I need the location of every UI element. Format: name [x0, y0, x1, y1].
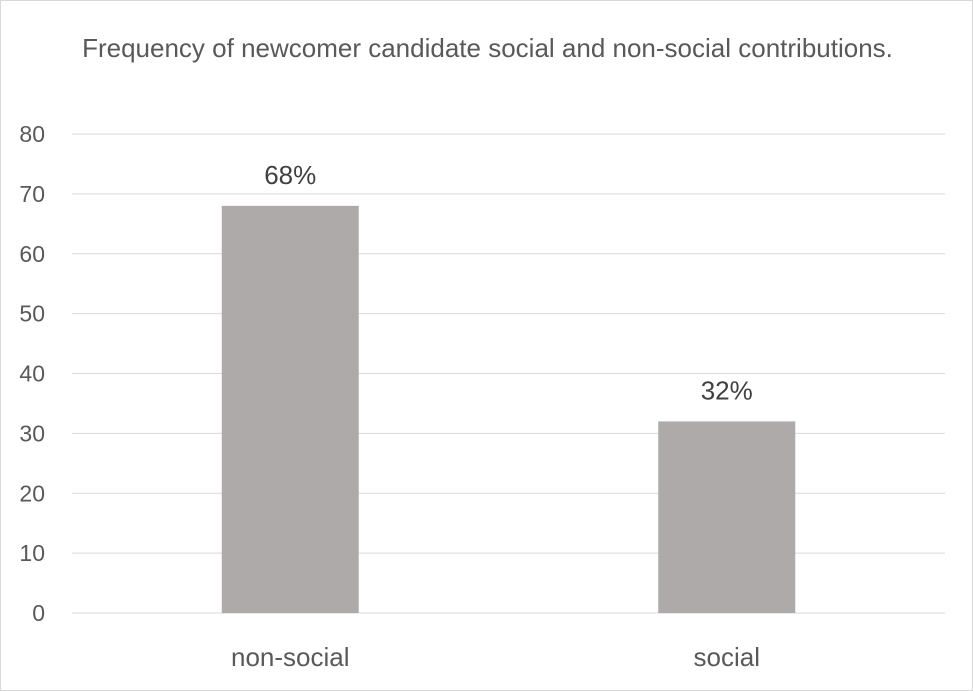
y-tick-label: 10: [19, 540, 45, 566]
y-tick-label: 70: [19, 181, 45, 207]
chart-title: Frequency of newcomer candidate social a…: [82, 33, 893, 63]
y-tick-label: 20: [19, 480, 45, 506]
data-label: 32%: [701, 375, 753, 405]
x-category-label: non-social: [231, 642, 350, 672]
y-tick-label: 60: [19, 241, 45, 267]
y-tick-label: 40: [19, 361, 45, 387]
y-tick-label: 50: [19, 301, 45, 327]
x-category-label: social: [694, 642, 760, 672]
y-tick-label: 0: [32, 600, 45, 626]
data-label: 68%: [264, 160, 316, 190]
y-tick-label: 80: [19, 121, 45, 147]
bar-social: [658, 421, 796, 613]
y-tick-label: 30: [19, 420, 45, 446]
bar-non-social: [221, 205, 359, 613]
